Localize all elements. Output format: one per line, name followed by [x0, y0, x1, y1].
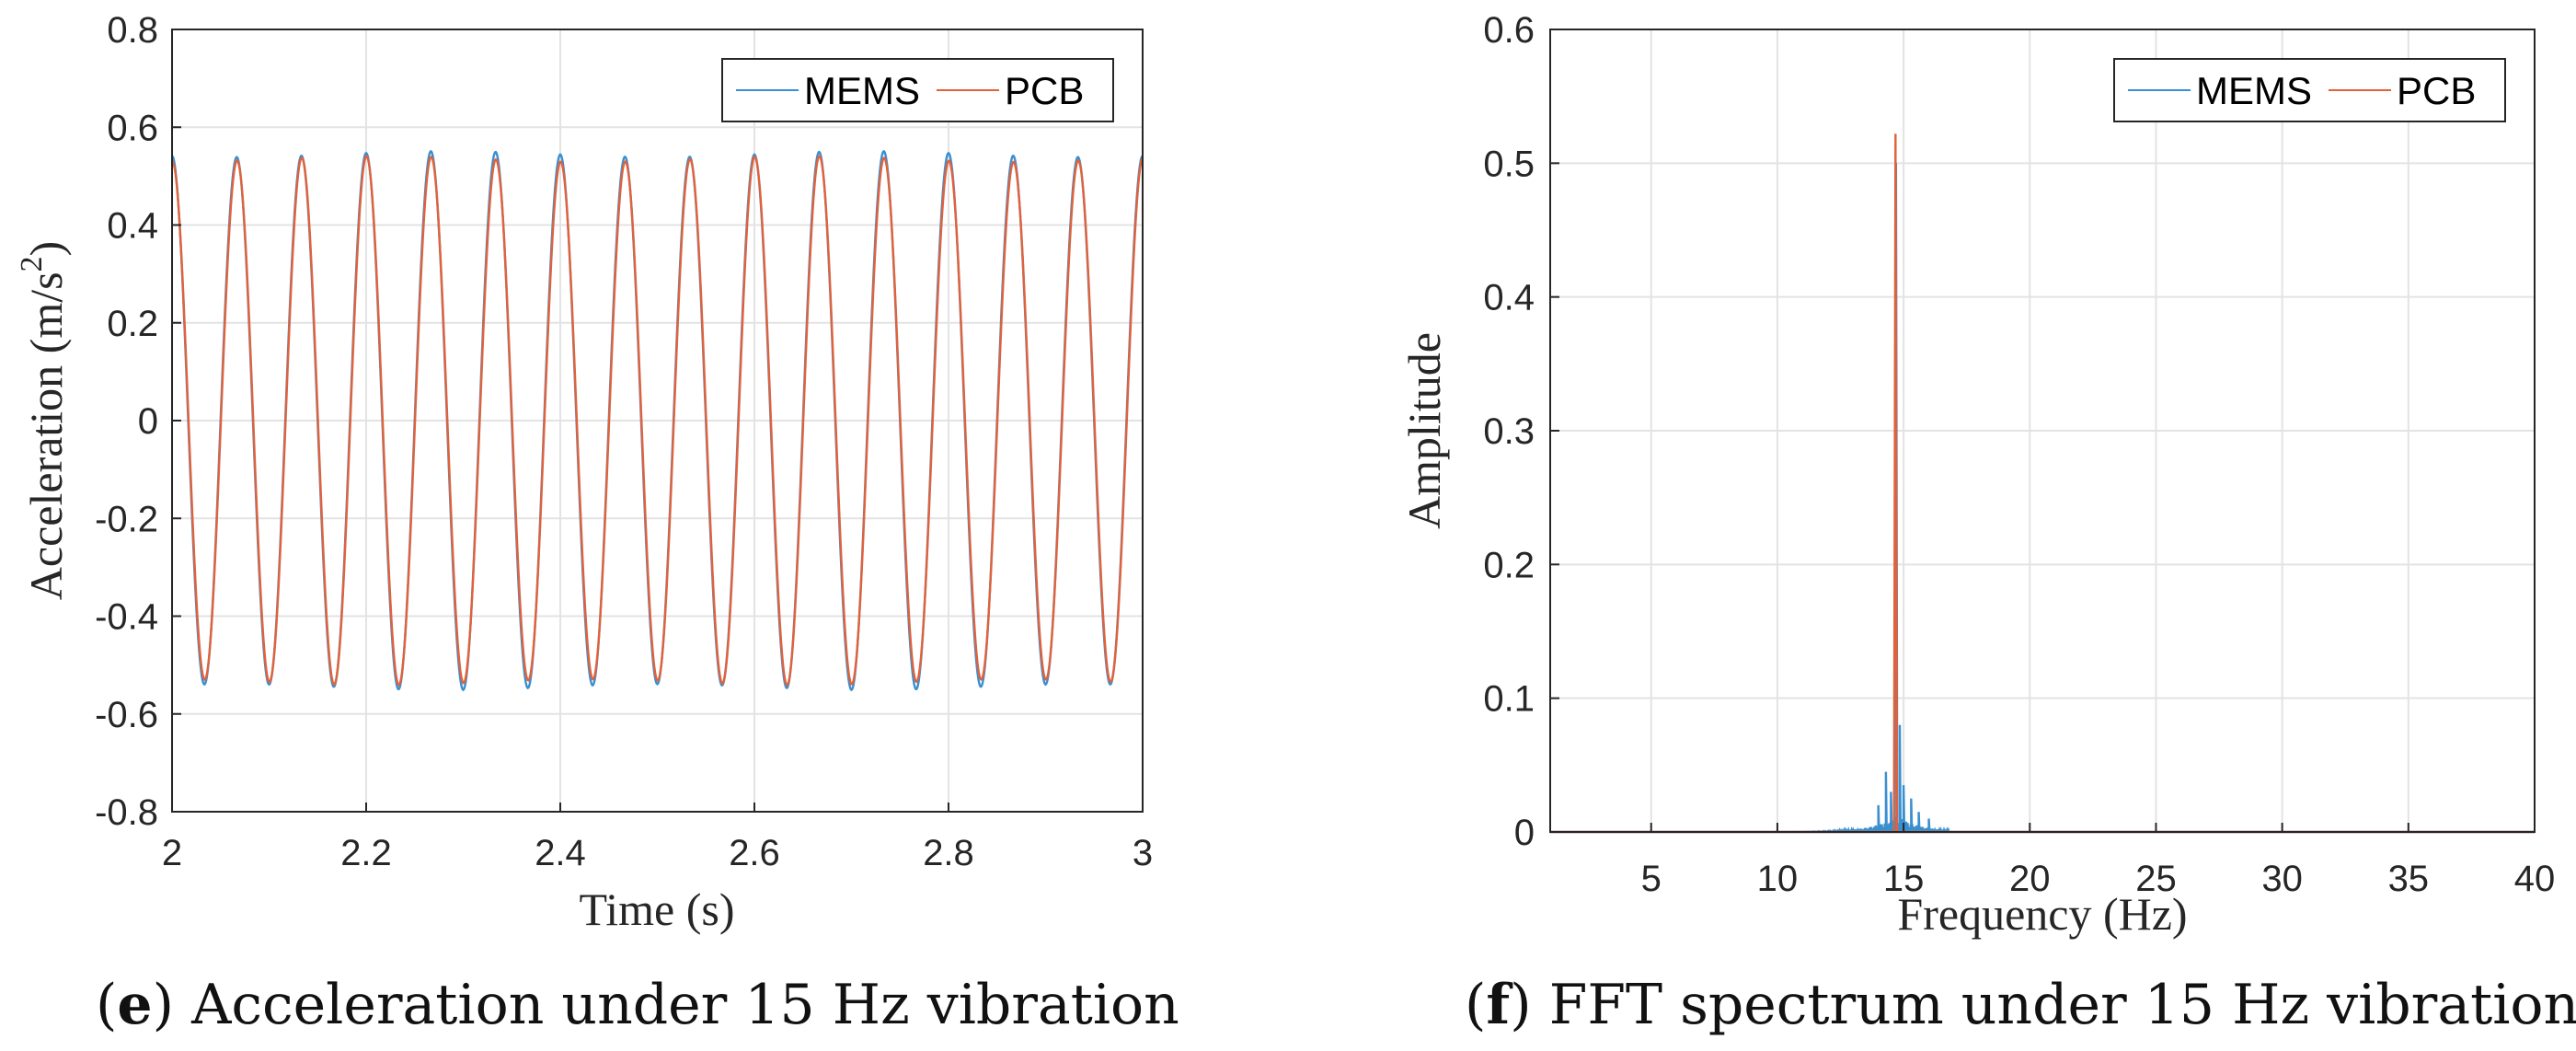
y-tick-label: 0.2	[107, 304, 158, 344]
x-tick-label: 2.4	[535, 833, 586, 873]
caption-right-text: FFT spectrum under 15 Hz vibration	[1549, 973, 2576, 1037]
legend-right: MEMS PCB	[2113, 58, 2506, 122]
y-tick-label: 0	[1514, 813, 1535, 853]
x-tick-label: 15	[1883, 859, 1925, 899]
series-left	[171, 150, 1144, 692]
y-tick-label: 0.5	[1483, 144, 1535, 184]
x-tick-label: 2.2	[340, 833, 392, 873]
y-axis-label-sup: 2	[15, 256, 49, 271]
y-tick-label: 0.6	[1483, 10, 1535, 51]
x-tick-label: 20	[2009, 859, 2051, 899]
x-axis-label-right: Frequency (Hz)	[1897, 888, 2187, 940]
y-tick-label: 0.4	[107, 206, 158, 247]
legend-pcb-label-left: PCB	[1005, 69, 1084, 112]
y-axis-label-left: Acceleration (m/s2)	[15, 241, 72, 600]
x-tick-label: 30	[2261, 859, 2303, 899]
y-tick-label: 0.6	[107, 108, 158, 148]
y-tick-label: -0.6	[95, 695, 158, 735]
legend-mems-label-left: MEMS	[804, 69, 920, 112]
y-tick-label: 0.3	[1483, 411, 1535, 452]
y-tick-label: 0.2	[1483, 545, 1535, 585]
x-tick-label: 2	[162, 833, 182, 873]
legend-left: MEMS PCB	[721, 58, 1114, 122]
x-tick-label: 25	[2135, 859, 2177, 899]
fft-spectrum-chart: 5 10 15 20 25 30 35 40 0.6 0.5 0.4 0.3 0.2 0.1 0 Frequ…	[1398, 10, 2555, 970]
y-tick-label: 0	[138, 401, 158, 442]
y-axis-label-close: )	[20, 241, 72, 257]
ticks-left: 2 2.2 2.4 2.6 2.8 3 0.8 0.6 0.4 0.2 0 -0.2 -0.4 -0.6 -…	[95, 10, 1153, 873]
caption-left: (e) Acceleration under 15 Hz vibration	[96, 973, 1179, 1037]
ticks-right: 5 10 15 20 25 30 35 40 0.6 0.5 0.4 0.3 0.2 0.1 0	[1483, 10, 2555, 899]
x-axis-label-left: Time (s)	[579, 884, 734, 935]
y-axis-label-right: Amplitude	[1398, 332, 1450, 529]
y-tick-label: -0.8	[95, 792, 158, 833]
y-tick-label: -0.2	[95, 499, 158, 539]
x-tick-label: 3	[1133, 833, 1153, 873]
caption-left-text: Acceleration under 15 Hz vibration	[190, 973, 1179, 1037]
legend-pcb-label-right: PCB	[2397, 69, 2476, 112]
mems-time-series-line	[171, 150, 1144, 692]
legend-mems-label-right: MEMS	[2196, 69, 2312, 112]
x-tick-label: 2.6	[729, 833, 780, 873]
caption-left-letter: e	[117, 973, 152, 1037]
x-tick-label: 40	[2514, 859, 2556, 899]
x-tick-label: 2.8	[923, 833, 974, 873]
x-label-mask-right	[1858, 942, 2254, 970]
y-tick-label: 0.1	[1483, 679, 1535, 720]
y-tick-label: 0.4	[1483, 278, 1535, 318]
time-domain-chart: 2 2.2 2.4 2.6 2.8 3 0.8 0.6 0.4 0.2 0 -0.2 -0.4 -0.6 -…	[15, 10, 1153, 935]
x-tick-label: 35	[2388, 859, 2430, 899]
y-tick-label: 0.8	[107, 10, 158, 51]
x-tick-label: 10	[1757, 859, 1799, 899]
caption-right: (f) FFT spectrum under 15 Hz vibration	[1465, 973, 2576, 1037]
y-tick-label: -0.4	[95, 597, 158, 638]
caption-right-letter: f	[1486, 973, 1513, 1037]
pcb-time-series-line	[171, 155, 1144, 687]
y-axis-label-main: Acceleration (m/s	[20, 271, 72, 600]
x-tick-label: 5	[1641, 859, 1662, 899]
